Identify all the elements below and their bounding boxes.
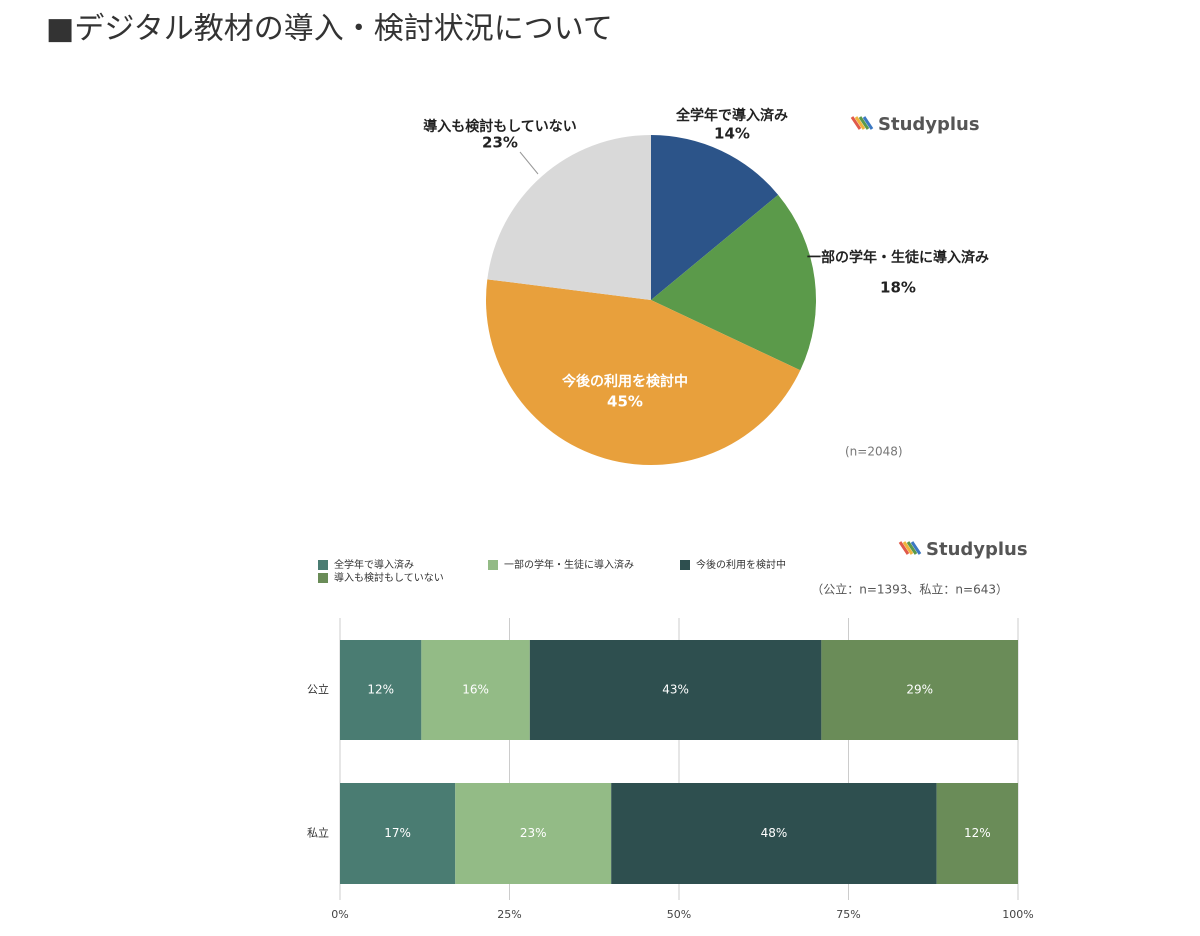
- slice-value-label: 23%: [482, 134, 518, 152]
- logo-stripe: [898, 541, 910, 555]
- bar-value-label: 12%: [964, 826, 991, 840]
- logo-stripe: [910, 541, 922, 555]
- brand-logo: Studyplus: [878, 114, 980, 135]
- legend-label: 導入も検討もしていない: [334, 571, 444, 584]
- legend-swatch: [318, 560, 328, 570]
- leader-line: [519, 151, 539, 175]
- sample-note: (n=2048): [845, 445, 903, 459]
- bar-segment: [529, 640, 822, 740]
- slice-value-label: 18%: [880, 279, 916, 297]
- logo-stripe: [902, 541, 914, 555]
- legend-label: 一部の学年・生徒に導入済み: [504, 558, 634, 571]
- bar-segment: [340, 783, 456, 884]
- bar-segment: [821, 640, 1018, 740]
- bar-value-label: 23%: [520, 826, 547, 840]
- legend-label: 全学年で導入済み: [334, 558, 414, 571]
- brand-logo: Studyplus: [926, 539, 1028, 560]
- bar-value-label: 12%: [367, 683, 394, 697]
- legend-label: 今後の利用を検討中: [696, 558, 786, 571]
- bar-segment: [421, 640, 530, 740]
- bar-segment: [936, 783, 1018, 884]
- slice-value-label: 14%: [714, 125, 750, 143]
- page-heading: ■デジタル教材の導入・検討状況について: [46, 12, 613, 47]
- bar-value-label: 43%: [662, 683, 689, 697]
- x-tick-label: 75%: [836, 908, 860, 921]
- sample-note: （公立：n=1393、私立：n=643）: [811, 582, 1008, 597]
- bar-segment: [611, 783, 937, 884]
- x-tick-label: 50%: [667, 908, 691, 921]
- bar-value-label: 29%: [906, 683, 933, 697]
- bar-segment: [340, 640, 422, 740]
- slice-label: 全学年で導入済み: [675, 107, 788, 124]
- pie-slice: [651, 194, 816, 371]
- bar-value-label: 17%: [384, 826, 411, 840]
- bar-value-label: 16%: [462, 683, 489, 697]
- logo-stripe: [906, 541, 918, 555]
- y-tick-label: 私立: [307, 826, 329, 840]
- legend-swatch: [680, 560, 690, 570]
- legend-swatch: [318, 573, 328, 583]
- logo-stripe: [858, 116, 870, 130]
- bar-value-label: 48%: [761, 826, 788, 840]
- y-tick-label: 公立: [307, 682, 329, 696]
- x-tick-label: 100%: [1002, 908, 1033, 921]
- slice-label: 今後の利用を検討中: [561, 373, 688, 390]
- legend-swatch: [488, 560, 498, 570]
- slice-label: 一部の学年・生徒に導入済み: [807, 249, 989, 266]
- logo-stripe: [862, 116, 874, 130]
- x-tick-label: 25%: [497, 908, 521, 921]
- pie-slice: [486, 279, 801, 465]
- pie-slice: [487, 135, 651, 300]
- slice-value-label: 45%: [607, 393, 643, 411]
- logo-stripe: [854, 116, 866, 130]
- slice-label: 導入も検討もしていない: [423, 118, 577, 135]
- pie-slice: [651, 135, 779, 300]
- x-tick-label: 0%: [331, 908, 348, 921]
- logo-stripe: [850, 116, 862, 130]
- bar-segment: [455, 783, 612, 884]
